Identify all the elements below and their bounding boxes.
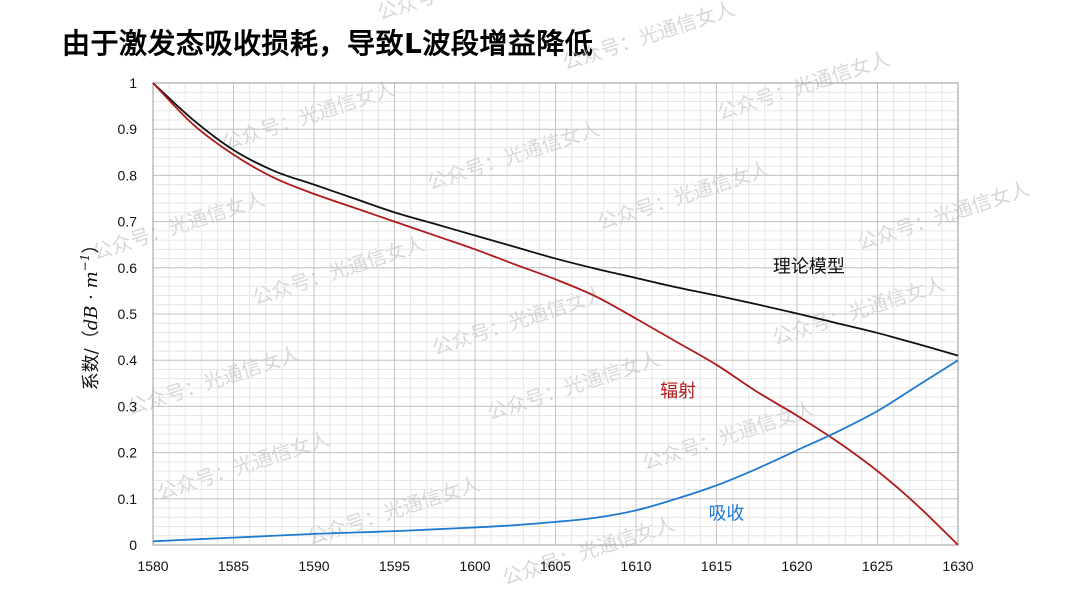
y-tick-label: 0.5 [118, 306, 138, 322]
watermark-text: 公众号：光通信女人 [154, 426, 333, 504]
y-axis-label-suffix: ） [81, 236, 102, 254]
y-tick-label: 0.1 [118, 491, 138, 507]
watermark-text: 公众号：光通信女人 [499, 511, 678, 589]
y-tick-label: 0.7 [118, 214, 138, 230]
watermark-text: 公众号：光通信女人 [124, 341, 303, 419]
x-tick-label: 1605 [540, 558, 571, 574]
watermark-text: 公众号：光通信女人 [429, 281, 608, 359]
watermark-text: 公众号：光通信女人 [639, 396, 818, 474]
plot-frame [152, 82, 959, 546]
x-tick-label: 1625 [862, 558, 893, 574]
watermark-layer: 公众号：光通信女人公众号：光通信女人公众号：光通信女人公众号：光通信女人公众号：… [89, 0, 1033, 590]
x-tick-label: 1615 [701, 558, 732, 574]
watermark-text: 公众号：光通信女人 [424, 116, 603, 194]
x-tick-label: 1630 [942, 558, 973, 574]
series-line-theory [152, 82, 959, 357]
watermark-text: 公众号：光通信女人 [714, 46, 893, 124]
y-axis-tick-labels: 0 0.1 0.2 0.3 0.4 0.5 0.6 0.7 0.8 0.9 1 [118, 75, 138, 553]
y-axis-label: 系数/（dB · m−1） [78, 236, 102, 391]
watermark-text: 公众号：光通信女人 [304, 471, 483, 549]
x-tick-label: 1590 [298, 558, 329, 574]
watermark-text: 公众号：光通信女人 [594, 156, 773, 234]
series-line-emission [152, 82, 959, 546]
y-axis-label-unit: dB · m [81, 271, 102, 330]
x-tick-label: 1580 [137, 558, 168, 574]
series-annotation-label: 辐射 [660, 381, 696, 402]
y-tick-label: 0 [129, 537, 137, 553]
y-tick-label: 1 [129, 75, 137, 91]
x-tick-label: 1610 [620, 558, 651, 574]
series-line-absorption [152, 359, 959, 543]
watermark-text: 公众号：光通信女人 [559, 0, 738, 75]
y-tick-label: 0.4 [118, 352, 138, 368]
watermark-text: 公众号：光通信女人 [374, 0, 553, 25]
x-tick-label: 1585 [218, 558, 249, 574]
y-axis-label-exponent: −1 [78, 254, 92, 272]
major-grid [152, 82, 959, 546]
watermark-text: 公众号：光通信女人 [854, 176, 1033, 254]
page-title: 由于激发态吸收损耗，导致L波段增益降低 [62, 27, 594, 60]
y-tick-label: 0.2 [118, 445, 138, 461]
y-tick-label: 0.6 [118, 260, 138, 276]
y-tick-label: 0.8 [118, 167, 138, 183]
y-tick-label: 0.9 [118, 121, 138, 137]
series-layer [152, 82, 959, 546]
x-tick-label: 1600 [459, 558, 490, 574]
watermark-text: 公众号：光通信女人 [769, 271, 948, 349]
series-annotation-label: 理论模型 [773, 256, 845, 277]
x-tick-label: 1620 [781, 558, 812, 574]
x-tick-label: 1595 [379, 558, 410, 574]
y-axis-label-prefix: 系数/（ [81, 330, 102, 390]
series-annotation-label: 吸收 [708, 504, 744, 525]
y-tick-label: 0.3 [118, 398, 138, 414]
watermark-text: 公众号：光通信女人 [219, 76, 398, 154]
x-axis-tick-labels: 1580 1585 1590 1595 1600 1605 1610 1615 1620 1625… [137, 558, 973, 574]
watermark-text: 公众号：光通信女人 [249, 231, 428, 309]
watermark-text: 公众号：光通信女人 [89, 186, 268, 264]
